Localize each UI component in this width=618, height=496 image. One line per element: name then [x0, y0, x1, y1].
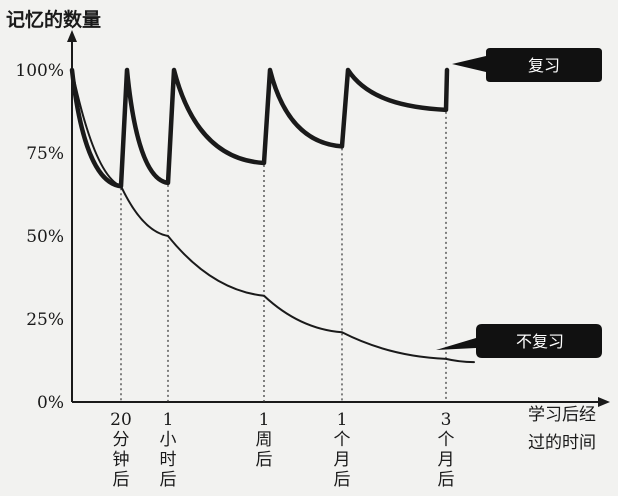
y-tick-label: 25%: [26, 310, 64, 330]
y-tick-label: 75%: [26, 144, 64, 164]
x-tick-label-m1w: 1: [259, 410, 270, 430]
x-tick-label-m1mo: 后: [334, 470, 351, 490]
x-tick-label-m1mo: 1: [337, 410, 348, 430]
x-tick-label-m1h: 1: [163, 410, 174, 430]
milestone-guides: [120, 111, 447, 402]
legend-callout-no-review: 不复习: [436, 324, 602, 358]
legend-callout-review: 复习: [452, 48, 602, 82]
x-tick-label-m1h: 时: [160, 450, 177, 470]
x-tick-label-m3mo: 后: [438, 470, 455, 490]
y-axis-arrow: [67, 30, 77, 42]
x-tick-label-m1h: 小: [160, 430, 177, 450]
y-tick-label: 50%: [26, 227, 64, 247]
x-tick-label-m3mo: 3: [441, 410, 452, 430]
x-tick-label-m1w: 后: [256, 450, 273, 470]
y-tick-label: 100%: [15, 61, 64, 81]
x-tick-label-m20min: 20: [110, 410, 132, 430]
legend-label-no-review: 不复习: [516, 332, 564, 351]
x-tick-label-m1w: 周: [256, 430, 273, 450]
x-tick-label-m20min: 后: [113, 470, 130, 490]
x-axis-arrow: [598, 397, 610, 407]
x-tick-label-m1mo: 个: [334, 430, 351, 450]
y-axis-title: 记忆的数量: [6, 8, 101, 31]
x-tick-label-m20min: 分: [113, 430, 130, 450]
x-axis-title-line-2: 过的时间: [528, 433, 596, 453]
legend-label-review: 复习: [528, 56, 560, 75]
x-tick-label-m1h: 后: [160, 470, 177, 490]
y-tick-label: 0%: [37, 393, 64, 413]
x-tick-label-m3mo: 个: [438, 430, 455, 450]
series-line-review: [69, 67, 450, 189]
x-axis-title-line-1: 学习后经: [528, 405, 596, 425]
x-tick-label-m20min: 钟: [113, 450, 130, 470]
x-tick-label-m1mo: 月: [334, 450, 351, 470]
x-tick-label-m3mo: 月: [438, 450, 455, 470]
